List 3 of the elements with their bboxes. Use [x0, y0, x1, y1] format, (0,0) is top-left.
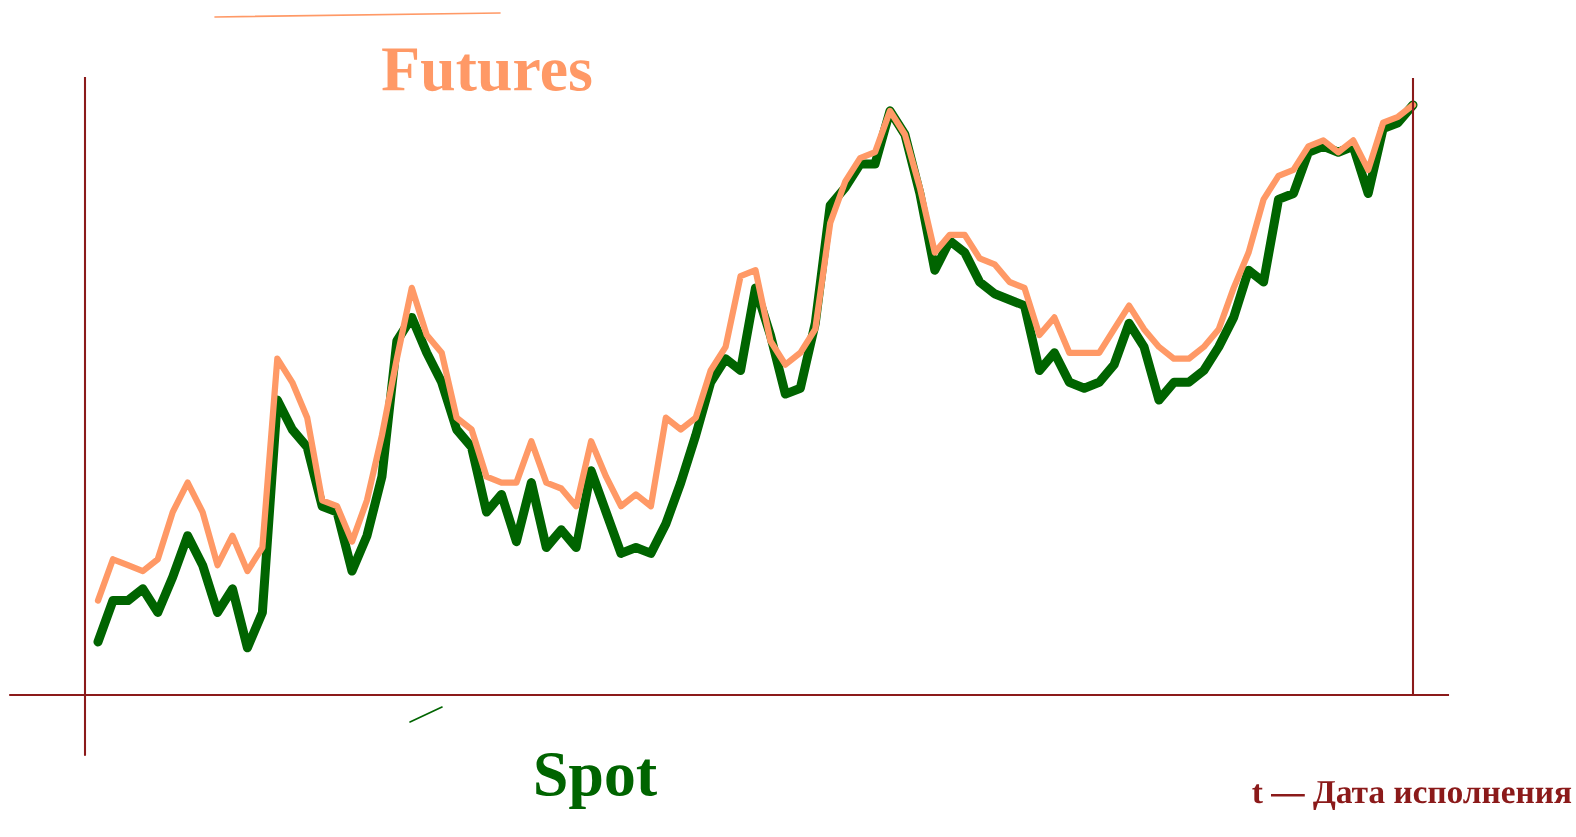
- legend-label: Futures: [382, 48, 592, 92]
- text: t — Дата исполнения: [1252, 781, 1572, 811]
- text: Spot: [536, 753, 657, 809]
